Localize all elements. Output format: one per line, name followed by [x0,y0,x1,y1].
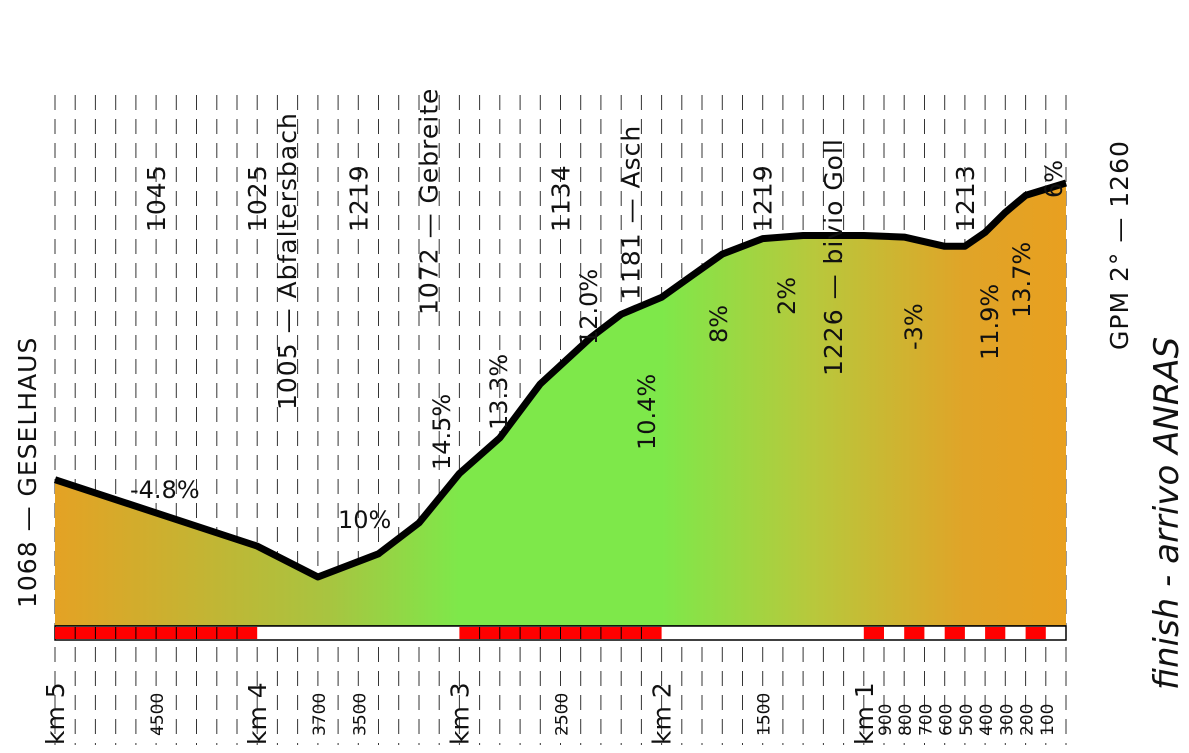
finish-label: finish - arrivo ANRAS [1147,337,1187,690]
km-tick-label: km 3 [445,682,474,745]
place-label: 1072 — Gebreite [414,88,443,315]
place-label: 1181 — Asch [617,125,646,300]
gradient-label: -4.8% [130,476,200,504]
gradient-label: 8% [705,305,733,343]
distance-tick-label: 900 [876,704,896,736]
distance-tick-label: 800 [896,704,916,736]
distance-tick-label: 600 [937,704,957,736]
distance-tick-label: 4500 [148,693,168,736]
km-tick-label: km 2 [648,682,677,745]
distance-tick-label: 300 [997,704,1017,736]
distance-bar-segment [863,627,884,639]
distance-tick-label: 700 [917,704,937,736]
distance-tick-label: 1500 [755,693,775,736]
gradient-label: 6% [1040,160,1068,198]
distance-tick-label: 2500 [553,693,573,736]
elevation-label: 1025 [243,164,272,232]
place-label: 1005 — Abfaltersbach [273,112,302,410]
distance-tick-label: 100 [1038,704,1058,736]
distance-bar-segment [985,627,1006,639]
distance-bar-segment [944,627,965,639]
distance-bar-segment [904,627,925,639]
gradient-label: 13.7% [1008,242,1036,318]
gradient-label: 10.4% [633,374,661,450]
km-tick-label: km 4 [243,682,272,745]
distance-tick-label: 3700 [310,693,330,736]
distance-tick-label: 500 [957,704,977,736]
elevation-label: 1219 [344,164,373,232]
elevation-label: 1045 [142,164,171,232]
elevation-label: 1134 [547,164,576,232]
km-tick-label: km 1 [850,682,879,745]
gradient-label: 10% [338,506,391,534]
elevation-label: 1213 [951,164,980,232]
place-label: 1226 — bivio Goll [819,138,848,376]
elevation-label: 1219 [749,164,778,232]
gradient-label: 14.5% [428,394,456,470]
distance-tick-label: 200 [1018,704,1038,736]
elevation-area [55,183,1066,626]
gradient-label: 11.9% [976,284,1004,360]
gradient-label: 13.3% [485,354,513,430]
gradient-label: -3% [900,303,928,350]
km-tick-label: km 5 [41,682,70,745]
gradient-label: 2% [773,277,801,315]
distance-tick-label: 400 [977,704,997,736]
place-label: GPM 2° — 1260 [1105,140,1134,350]
distance-bar-segment [1025,627,1046,639]
gradient-label: 12.0% [575,269,603,345]
place-label: 1068 — GESELHAUS [13,337,42,608]
distance-tick-label: 3500 [350,693,370,736]
elevation-outline [53,179,1068,581]
